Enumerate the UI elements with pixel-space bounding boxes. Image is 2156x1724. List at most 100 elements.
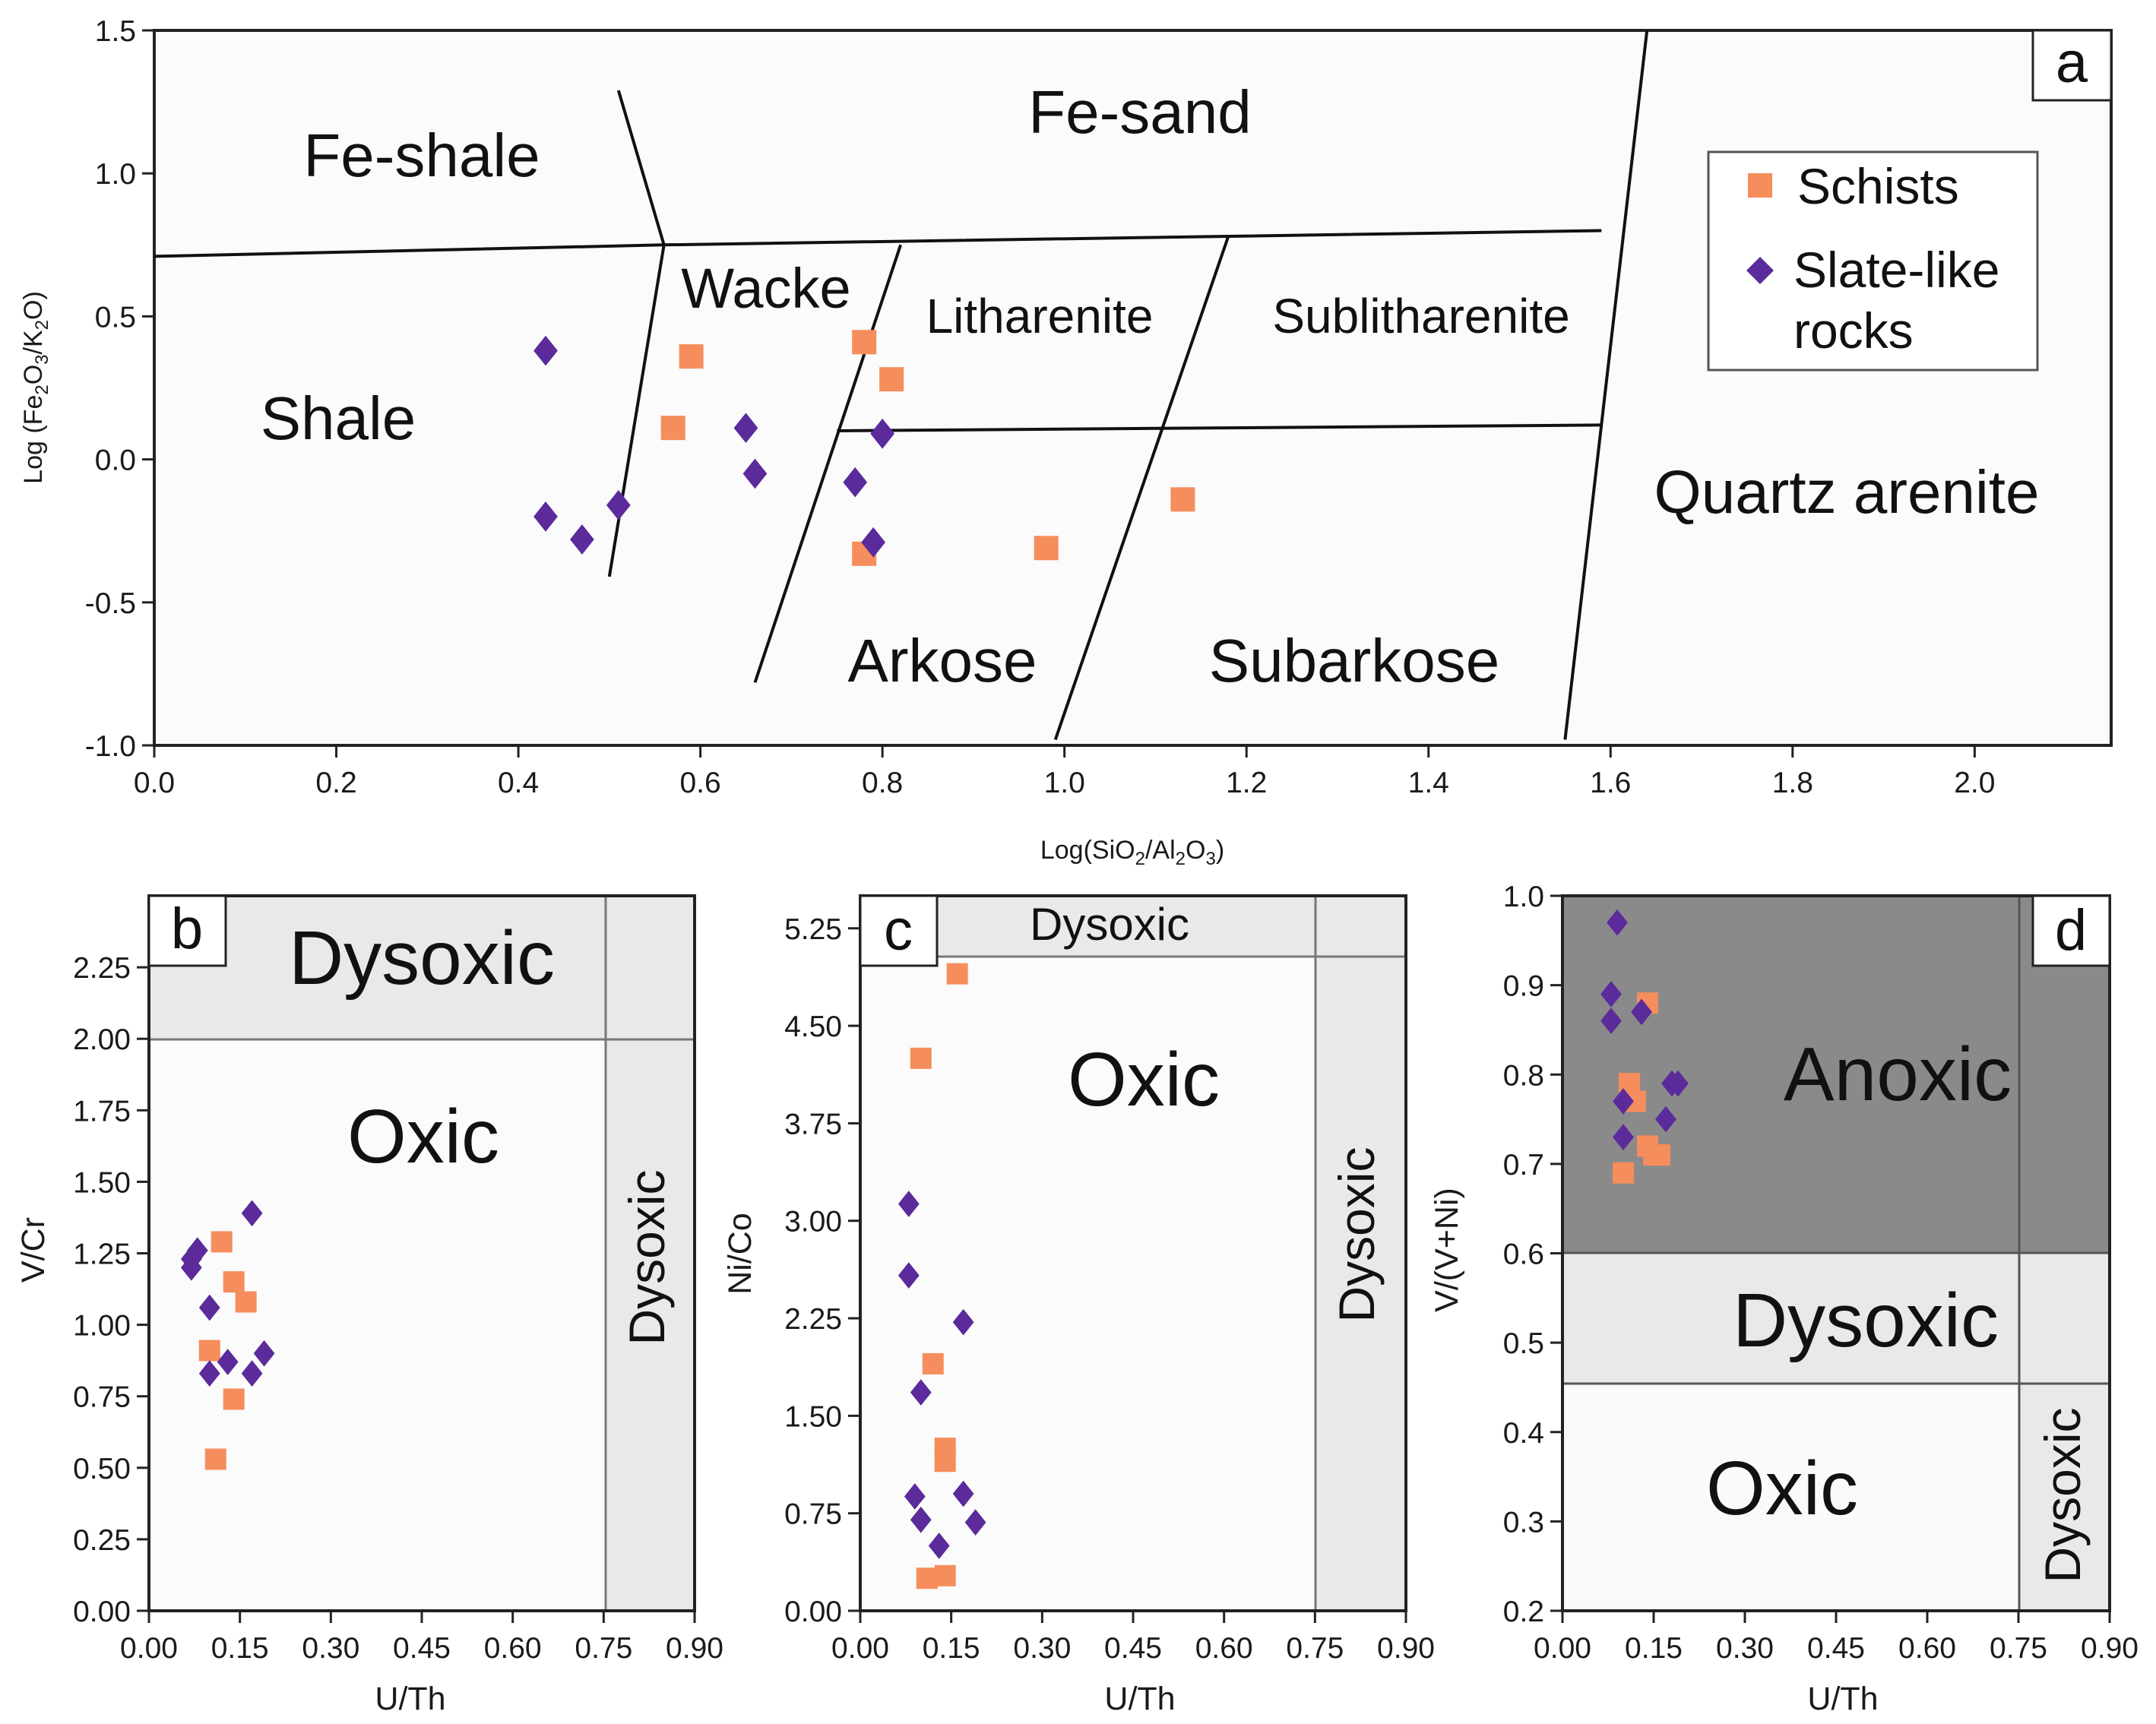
slate-like-rocks-point — [952, 1480, 974, 1507]
slate-like-rocks-point — [910, 1379, 932, 1406]
slate-like-rocks-point — [898, 1262, 920, 1289]
x-tick-label: 0.4 — [498, 767, 539, 799]
y-tick-label: 1.0 — [1503, 881, 1544, 913]
panel-c-label: c — [884, 898, 913, 963]
slate-like-rocks-point — [861, 527, 886, 558]
schists-point — [916, 1567, 938, 1590]
slate-like-rocks-point — [533, 501, 558, 532]
panel-b-x-axis-label: U/Th — [375, 1681, 445, 1717]
slate-like-rocks-point — [241, 1200, 263, 1227]
x-tick-label: 0.30 — [302, 1632, 359, 1665]
field-boundary-line — [1053, 236, 1230, 741]
panel-d-dysoxic-right-bg — [2019, 1384, 2110, 1611]
panel-b-dysoxic-top-bg — [149, 896, 695, 1039]
y-tick-label: 3.75 — [784, 1108, 842, 1140]
y-tick-label: 0.50 — [73, 1453, 131, 1485]
panel-c-region-dysoxic-top: Dysoxic — [1030, 899, 1189, 950]
y-tick-label: 0.00 — [73, 1596, 131, 1628]
y-tick-label: 0.2 — [1503, 1596, 1544, 1628]
slate-like-rocks-point — [1613, 1088, 1634, 1115]
x-tick-label: 0.30 — [1013, 1632, 1071, 1665]
y-tick-label: 0.8 — [1503, 1059, 1544, 1092]
panel-d-region-dysoxic-middle: Dysoxic — [1733, 1278, 1999, 1363]
region-litharenite: Litharenite — [926, 289, 1154, 343]
x-tick-label: 0.60 — [1195, 1632, 1253, 1665]
x-tick-label: 0.2 — [315, 767, 356, 799]
x-tick-label: 2.0 — [1954, 767, 1995, 799]
y-tick-label: -1.0 — [85, 730, 136, 763]
schists-point — [934, 1564, 956, 1586]
x-tick-label: 0.45 — [1807, 1632, 1865, 1665]
panel-d-x-axis-label: U/Th — [1807, 1681, 1878, 1717]
x-tick-label: 0.00 — [831, 1632, 889, 1665]
slate-like-rocks-point — [870, 418, 895, 449]
y-tick-label: 1.5 — [95, 15, 136, 48]
y-tick-label: 1.00 — [73, 1310, 131, 1343]
panel-c-chart: Dysoxic Oxic Dysoxic c 0.00 0.15 0.30 0.45 0… — [722, 894, 1435, 1717]
y-tick-label: 0.6 — [1503, 1238, 1544, 1271]
panel-c-ticks: 0.00 0.15 0.30 0.45 0.60 0.75 0.90 0.00 0.75 1.50… — [784, 913, 1435, 1665]
region-subarkose: Subarkose — [1209, 627, 1499, 694]
schists-point — [679, 344, 704, 369]
y-tick-label: 0.7 — [1503, 1149, 1544, 1181]
y-tick-label: 1.50 — [73, 1166, 131, 1199]
schists-point — [223, 1388, 245, 1410]
slate-like-rocks-point — [1600, 1008, 1622, 1035]
x-tick-label: 0.45 — [393, 1632, 451, 1665]
panel-a-ticks: 0.0 0.2 0.4 0.6 0.8 1.0 1.2 1.4 1.6 1.8 2.0 -1.0 -0.… — [85, 15, 1996, 799]
region-fe-sand: Fe-sand — [1028, 78, 1251, 146]
panel-d-data-points — [1600, 909, 1689, 1184]
y-tick-label: 3.00 — [784, 1206, 842, 1238]
x-tick-label: 0.90 — [666, 1632, 723, 1665]
panel-b-data-points — [180, 1200, 275, 1470]
field-boundary-line — [753, 244, 902, 683]
y-tick-label: 0.5 — [95, 301, 136, 334]
x-tick-label: 0.90 — [1377, 1632, 1435, 1665]
panel-c-dysoxic-right-bg — [1315, 957, 1406, 1611]
panel-b-chart: Dysoxic Oxic Dysoxic b 0.00 0.15 0.30 0.45 0… — [15, 894, 723, 1717]
y-tick-label: 1.50 — [784, 1400, 842, 1433]
schists-point — [223, 1271, 245, 1293]
x-tick-label: 0.0 — [134, 767, 175, 799]
field-boundary-line — [1563, 30, 1649, 740]
schists-point — [852, 330, 877, 355]
y-tick-label: 1.0 — [95, 158, 136, 191]
panel-d-label-box — [2031, 894, 2111, 967]
y-tick-label: 0.3 — [1503, 1506, 1544, 1539]
slate-like-rocks-point — [742, 458, 768, 489]
x-tick-label: 0.30 — [1716, 1632, 1774, 1665]
slate-like-rocks-point — [898, 1191, 920, 1217]
y-tick-label: 1.75 — [73, 1095, 131, 1128]
slate-like-rocks-point — [1607, 909, 1628, 936]
slate-like-rocks-point — [533, 335, 558, 366]
x-tick-label: 1.0 — [1044, 767, 1085, 799]
y-tick-label: 0.0 — [95, 444, 136, 477]
schists-point — [879, 367, 904, 392]
panel-b-dysoxic-right-bg — [606, 1039, 695, 1611]
panel-a-y-axis-label: Log (Fe2O3/K2O) — [19, 291, 52, 484]
panel-d-y-axis-label: V/(V+Ni) — [1429, 1188, 1465, 1312]
slate-like-rocks-point — [570, 524, 594, 555]
panel-a-label: a — [2056, 30, 2088, 95]
x-tick-label: 0.75 — [1286, 1632, 1344, 1665]
y-tick-label: 0.00 — [784, 1596, 842, 1628]
schists-point — [934, 1450, 956, 1473]
slate-like-rocks-point — [928, 1533, 950, 1559]
y-tick-label: 4.50 — [784, 1011, 842, 1043]
slate-like-rocks-point — [198, 1360, 220, 1387]
slate-like-rocks-point — [1655, 1106, 1676, 1133]
x-tick-label: 1.8 — [1772, 767, 1813, 799]
panel-b-label: b — [171, 897, 203, 961]
panel-d-region-anoxic: Anoxic — [1784, 1032, 2012, 1117]
schists-point — [198, 1340, 220, 1362]
panel-b-y-axis-label: V/Cr — [15, 1217, 52, 1283]
y-tick-label: 0.75 — [73, 1381, 131, 1414]
y-tick-label: 5.25 — [784, 913, 842, 946]
x-tick-label: 0.15 — [923, 1632, 980, 1665]
panel-b-region-dysoxic-top: Dysoxic — [289, 916, 555, 1001]
y-tick-label: 0.75 — [784, 1498, 842, 1531]
y-tick-label: 0.4 — [1503, 1417, 1544, 1450]
schists-point — [1170, 487, 1195, 512]
panel-d-ticks: 0.00 0.15 0.30 0.45 0.60 0.75 0.90 0.2 0.3 0.4 0.5… — [1503, 881, 2139, 1665]
schists-point — [660, 416, 685, 441]
